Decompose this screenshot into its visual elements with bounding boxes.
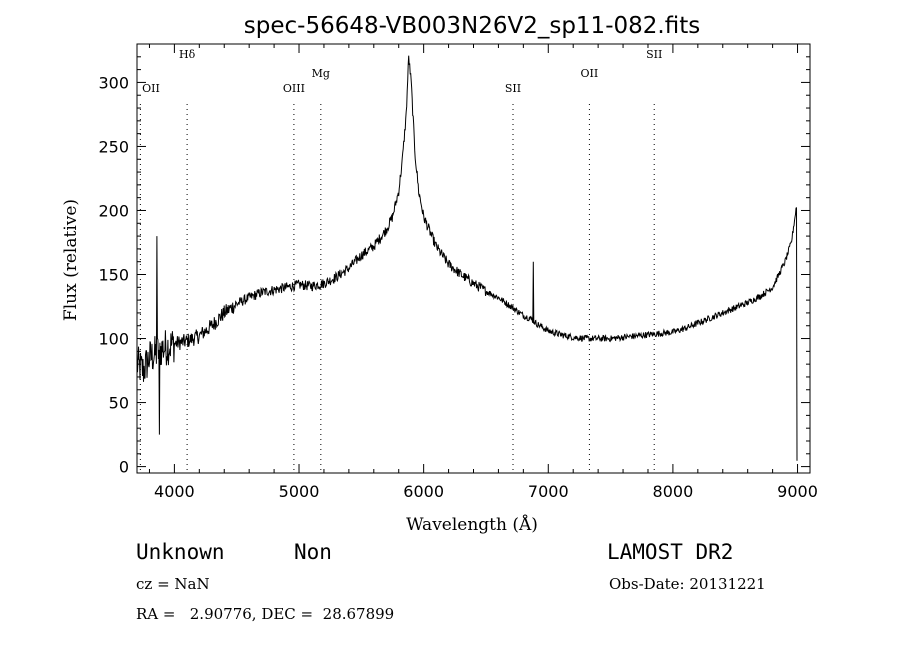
y-tick-label: 150	[98, 266, 129, 285]
y-tick-labels: 0 50 100 150 200 250 300	[98, 73, 129, 476]
emission-line-label: OII	[142, 82, 160, 95]
obs-date-text: Obs-Date: 20131221	[609, 575, 766, 593]
survey-label: LAMOST DR2	[607, 540, 734, 564]
x-axis-label: Wavelength (Å)	[406, 514, 538, 535]
x-tick-label: 6000	[403, 482, 444, 501]
emission-line-label: Hδ	[179, 48, 196, 61]
x-tick-label: 4000	[154, 482, 195, 501]
y-axis-label: Flux (relative)	[61, 199, 81, 321]
y-tick-label: 250	[98, 137, 129, 156]
emission-line-label: Mg	[312, 67, 330, 80]
emission-line-label: OII	[581, 67, 599, 80]
y-tick-label: 300	[98, 73, 129, 92]
emission-line-label: OIII	[283, 82, 305, 95]
plot-frame	[136, 43, 811, 474]
chart-title: spec-56648-VB003N26V2_sp11-082.fits	[244, 13, 700, 39]
x-tick-labels: 4000 5000 6000 7000 8000 9000	[154, 482, 818, 501]
coordinates-text: RA = 2.90776, DEC = 28.67899	[136, 605, 395, 623]
y-tick-label: 0	[119, 458, 129, 477]
class-label: Unknown	[136, 540, 225, 564]
y-tick-label: 200	[98, 201, 129, 220]
x-tick-label: 7000	[528, 482, 569, 501]
spectrum-series-line	[136, 55, 798, 461]
redshift-text: cz = NaN	[136, 575, 210, 593]
x-tick-label: 8000	[653, 482, 694, 501]
subclass-label: Non	[294, 540, 332, 564]
y-tick-label: 100	[98, 330, 129, 349]
x-tick-label: 5000	[279, 482, 320, 501]
x-tick-label: 9000	[777, 482, 818, 501]
emission-line-label: SII	[505, 82, 521, 95]
emission-line-label: SII	[646, 48, 662, 61]
emission-line-markers: OII Hδ OIII Mg SII OII SII	[139, 48, 662, 473]
y-tick-label: 50	[109, 394, 129, 413]
axis-ticks	[137, 44, 810, 473]
